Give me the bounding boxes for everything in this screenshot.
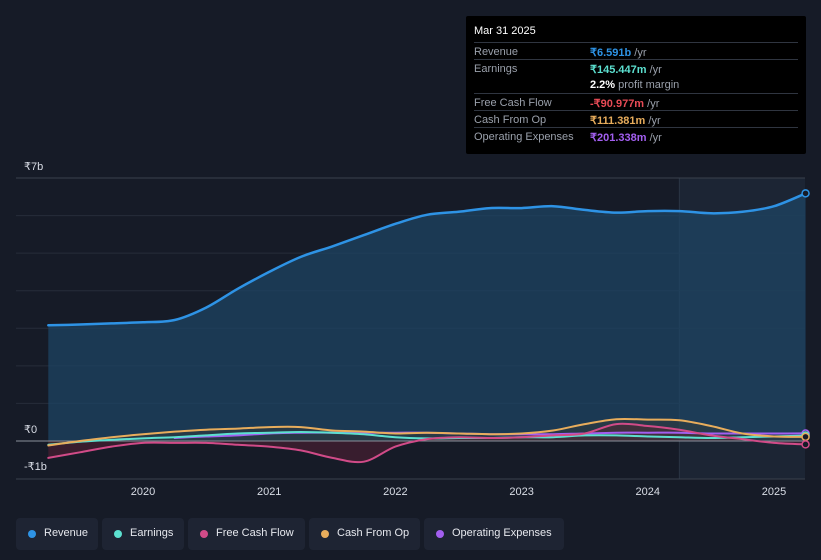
tooltip-row-label: Cash From Op <box>474 114 547 126</box>
legend-label: Free Cash Flow <box>216 527 294 539</box>
tooltip-row-label: Operating Expenses <box>474 131 574 143</box>
x-tick-label: 2024 <box>636 486 660 498</box>
legend-label: Cash From Op <box>337 527 410 539</box>
tooltip-row-label: Free Cash Flow <box>474 97 552 109</box>
tooltip-row-label: Earnings <box>474 63 518 75</box>
area-cash-from-op <box>48 418 806 446</box>
series-line-cash-from-op <box>47 417 807 447</box>
tooltip-row-value: ₹201.338m /yr <box>590 132 662 144</box>
x-tick-label: 2022 <box>383 486 407 498</box>
x-tick-label: 2025 <box>762 486 786 498</box>
tooltip-panel: Mar 31 2025 Revenue ₹6.591b /yr Earnings ₹1… <box>466 16 806 154</box>
y-tick-label: -₹1b <box>24 461 47 473</box>
legend-dot-icon <box>321 530 329 538</box>
y-tick-label: ₹0 <box>24 424 37 436</box>
tooltip-row: Cash From Op ₹111.381m /yr <box>474 110 798 128</box>
legend-item-earnings[interactable]: Earnings <box>102 518 184 550</box>
legend-dot-icon <box>114 530 122 538</box>
tooltip-date: Mar 31 2025 <box>474 25 536 37</box>
tooltip-row-unit: /yr <box>645 115 661 127</box>
legend-label: Operating Expenses <box>452 527 552 539</box>
legend-label: Earnings <box>130 527 174 539</box>
legend-dot-icon <box>200 530 208 538</box>
tooltip-row-unit: /yr <box>644 98 660 110</box>
series-line-free-cash-flow <box>47 422 807 464</box>
y-tick-label: ₹7b <box>24 161 43 173</box>
tooltip-row: Earnings ₹145.447m /yr <box>474 59 798 77</box>
legend-dot-icon <box>28 530 36 538</box>
x-tick-label: 2021 <box>257 486 281 498</box>
legend-item-cash-from-op[interactable]: Cash From Op <box>309 518 420 550</box>
series-line-revenue <box>47 192 807 327</box>
series-endpoint-free-cash-flow <box>801 440 810 449</box>
tooltip-row-unit: /yr <box>646 132 662 144</box>
tooltip-row-unit: /yr <box>631 47 647 59</box>
tooltip-row-unit: profit margin <box>615 79 680 91</box>
legend-item-free-cash-flow[interactable]: Free Cash Flow <box>188 518 305 550</box>
tooltip-row-label: Revenue <box>474 46 519 58</box>
tooltip-row: Revenue ₹6.591b /yr <box>474 42 798 60</box>
legend-item-revenue[interactable]: Revenue <box>16 518 98 550</box>
x-tick-label: 2020 <box>131 486 155 498</box>
area-revenue <box>48 193 806 441</box>
tooltip-row-value: ₹111.381m /yr <box>590 115 661 127</box>
series-endpoint-revenue <box>801 189 810 198</box>
tooltip-row: Operating Expenses ₹201.338m /yr <box>474 127 798 145</box>
tooltip-row-value: 2.2% profit margin <box>590 79 680 91</box>
tooltip-row-value: ₹145.447m /yr <box>590 64 662 76</box>
financial-chart: ₹7b ₹0 -₹1b 2020 2021 2022 2023 2024 2025 <box>16 161 810 498</box>
x-tick-label: 2023 <box>509 486 533 498</box>
legend-label: Revenue <box>44 527 89 539</box>
series-endpoint-cash-from-op <box>801 432 810 442</box>
legend-dot-icon <box>436 530 444 538</box>
tooltip-row-value: -₹90.977m /yr <box>590 98 660 110</box>
tooltip-row-value: ₹6.591b /yr <box>590 47 647 59</box>
tooltip-row-unit: /yr <box>646 64 662 76</box>
tooltip-row: 2.2% profit margin <box>474 76 798 93</box>
legend-item-operating-expenses[interactable]: Operating Expenses <box>424 518 564 550</box>
tooltip-row: Free Cash Flow -₹90.977m /yr <box>474 93 798 111</box>
